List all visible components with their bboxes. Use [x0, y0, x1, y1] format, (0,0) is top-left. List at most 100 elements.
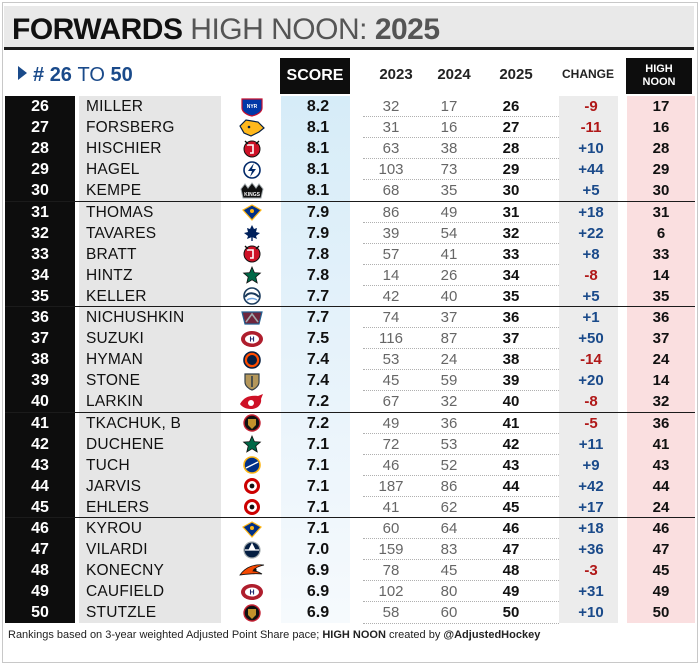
header-high-noon-line2: NOON	[642, 76, 676, 88]
high-noon-cell: 41	[627, 433, 695, 455]
rank-2024-cell: 37	[440, 309, 458, 326]
high-noon-cell: 17	[627, 96, 695, 117]
change-cell: +10	[578, 140, 604, 158]
rank-cell: 43	[5, 454, 75, 476]
rank-2023-cell: 39	[382, 224, 400, 242]
rank-2024-cell: 64	[440, 520, 458, 537]
rank-cell: 29	[5, 159, 75, 181]
header-high-noon-line1: HIGH	[645, 63, 673, 75]
rank-cell: 45	[5, 496, 75, 518]
player-name: CAUFIELD	[79, 581, 221, 603]
score-cell: 7.4	[306, 372, 330, 390]
table-row: 32 TAVARES 7.9 39 54 32 +22 6	[5, 222, 695, 244]
rank-cell: 49	[5, 581, 75, 603]
row-divider	[363, 242, 559, 244]
hurricanes-logo-icon	[227, 497, 277, 518]
rank-2023-cell: 31	[382, 119, 400, 137]
rank-cell: 47	[5, 539, 75, 561]
table-row: 42 DUCHENE 7.1 72 53 42 +11 41	[5, 433, 695, 455]
footer-note: Rankings based on 3-year weighted Adjust…	[8, 629, 540, 641]
rank-2023-cell: 72	[382, 435, 400, 453]
stars-logo-icon	[227, 265, 277, 286]
row-divider	[363, 538, 559, 540]
rank-2023-cell: 67	[382, 393, 400, 411]
jets-logo-icon	[227, 539, 277, 560]
player-name: HINTZ	[79, 264, 221, 286]
rank-2023-cell: 42	[382, 287, 400, 305]
rank-2024-cell: 35	[440, 182, 458, 200]
score-cell: 6.9	[306, 583, 330, 601]
change-cell: +22	[578, 224, 604, 242]
rank-cell: 33	[5, 243, 75, 265]
score-cell: 7.1	[306, 456, 330, 474]
rank-cell: 35	[5, 285, 75, 307]
rank-2023-cell: 45	[382, 372, 400, 390]
player-name: STUTZLE	[79, 602, 221, 624]
rank-2025-cell: 34	[502, 266, 520, 284]
rank-2023-cell: 32	[382, 98, 400, 115]
score-cell: 7.2	[306, 414, 330, 432]
table-row: 29 HAGEL 8.1 103 73 29 +44 29	[5, 159, 695, 181]
rank-cell: 34	[5, 264, 75, 286]
score-cell: 8.1	[306, 119, 330, 137]
rank-2023-cell: 14	[382, 266, 400, 284]
score-cell: 7.7	[306, 309, 330, 326]
change-cell: +44	[578, 161, 604, 179]
high-noon-cell: 46	[627, 518, 695, 539]
change-cell: -11	[580, 119, 602, 137]
high-noon-cell: 30	[627, 180, 695, 202]
rank-2023-cell: 68	[382, 182, 400, 200]
score-cell: 7.1	[306, 520, 330, 537]
table-row: 37 SUZUKI H 7.5 116 87 37 +50 37	[5, 328, 695, 350]
rank-2024-cell: 59	[440, 372, 458, 390]
blues-logo-icon	[227, 518, 277, 539]
header-2024: 2024	[437, 66, 471, 83]
rank-2024-cell: 36	[440, 414, 458, 432]
title-bold: FORWARDS	[12, 13, 183, 46]
table-row: 36 NICHUSHKIN 7.7 74 37 36 +1 36	[5, 307, 695, 328]
row-divider	[363, 348, 559, 350]
row-divider	[363, 390, 559, 392]
score-cell: 7.8	[306, 266, 330, 284]
rank-2025-cell: 27	[502, 119, 520, 137]
rank-2024-cell: 24	[440, 351, 458, 369]
player-name: FORSBERG	[79, 117, 221, 139]
rank-2023-cell: 74	[382, 309, 400, 326]
rank-2024-cell: 41	[440, 245, 458, 263]
rank-2024-cell: 17	[440, 98, 458, 115]
change-cell: +18	[578, 203, 604, 221]
rank-2025-cell: 36	[502, 309, 520, 326]
rank-2023-cell: 159	[378, 541, 404, 559]
rank-2023-cell: 58	[382, 604, 400, 622]
player-name: VILARDI	[79, 539, 221, 561]
change-cell: +8	[582, 245, 600, 263]
rank-2024-cell: 38	[440, 140, 458, 158]
score-cell: 7.4	[306, 351, 330, 369]
score-cell: 7.9	[306, 203, 330, 221]
high-noon-cell: 50	[627, 602, 695, 624]
rank-2023-cell: 46	[382, 456, 400, 474]
row-divider	[363, 601, 559, 603]
score-cell: 7.2	[306, 393, 330, 411]
row-divider	[363, 559, 559, 561]
rank-2023-cell: 63	[382, 140, 400, 158]
table-row: 44 JARVIS 7.1 187 86 44 +42 44	[5, 475, 695, 497]
rank-2025-cell: 44	[502, 477, 520, 495]
score-cell: 8.1	[306, 161, 330, 179]
footer-bold: HIGH NOON	[322, 629, 386, 641]
row-divider	[363, 327, 559, 329]
subtitle-start: 26	[49, 64, 72, 86]
rank-cell: 28	[5, 138, 75, 160]
score-cell: 7.0	[306, 541, 330, 559]
rank-2025-cell: 31	[502, 203, 520, 221]
table-row: 38 HYMAN 7.4 53 24 38 -14 24	[5, 349, 695, 371]
svg-text:H: H	[249, 589, 254, 596]
lightning-logo-icon	[227, 159, 277, 180]
row-divider	[363, 137, 559, 139]
devils-logo-icon	[227, 138, 277, 159]
group-divider	[5, 200, 695, 202]
rank-2023-cell: 53	[382, 351, 400, 369]
rank-2024-cell: 40	[440, 287, 458, 305]
player-name: HAGEL	[79, 159, 221, 181]
player-name: TKACHUK, B	[79, 412, 221, 434]
